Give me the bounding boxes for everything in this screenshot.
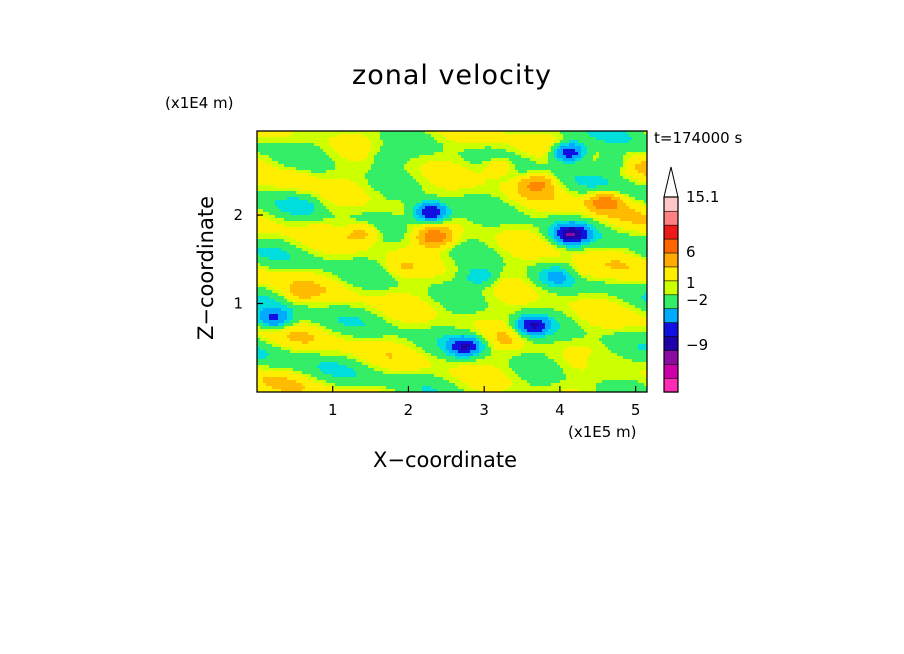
- colorbar-segment: [663, 280, 679, 296]
- time-label: t=174000 s: [654, 129, 743, 147]
- y-tick-label: 1: [233, 295, 243, 313]
- x-tick-label: 1: [328, 401, 338, 419]
- colorbar-label: 1: [686, 274, 696, 292]
- colorbar-segment: [663, 238, 679, 254]
- colorbar-segment: [663, 349, 679, 365]
- x-tick-label: 5: [631, 401, 641, 419]
- colorbar-segment: [663, 335, 679, 351]
- colorbar-segment: [663, 377, 679, 393]
- colorbar-segment: [663, 363, 679, 379]
- x-tick-label: 3: [479, 401, 489, 419]
- colorbar-segment: [663, 266, 679, 282]
- colorbar-label: 15.1: [686, 188, 719, 206]
- chart-title: zonal velocity: [352, 60, 552, 91]
- colorbar-segment: [663, 294, 679, 310]
- colorbar-segment: [663, 224, 679, 240]
- colorbar-segment: [663, 322, 679, 337]
- plot-frame: [256, 130, 648, 393]
- colorbar-label: −2: [686, 291, 708, 309]
- contour-field: [257, 131, 647, 392]
- colorbar-label: −9: [686, 336, 708, 354]
- colorbar-segment: [663, 252, 679, 268]
- colorbar-segment: [663, 210, 679, 226]
- x-axis-ticks: 1 2 3 4 5: [328, 386, 640, 419]
- y-axis-ticks: 12: [233, 206, 263, 313]
- x-tick-label: 4: [555, 401, 565, 419]
- colorbar-extension: [663, 166, 679, 198]
- colorbar-segment: [663, 308, 679, 323]
- colorbar: 15.1 6 1−2 −9: [663, 166, 719, 393]
- colorbar-label: 6: [686, 243, 696, 261]
- x-axis-label: X−coordinate: [373, 448, 517, 472]
- y-tick-label: 2: [233, 206, 243, 224]
- x-tick-label: 2: [404, 401, 414, 419]
- colorbar-segment: [663, 196, 679, 212]
- y-axis-unit: (x1E4 m): [165, 94, 234, 112]
- x-axis-unit: (x1E5 m): [568, 423, 637, 441]
